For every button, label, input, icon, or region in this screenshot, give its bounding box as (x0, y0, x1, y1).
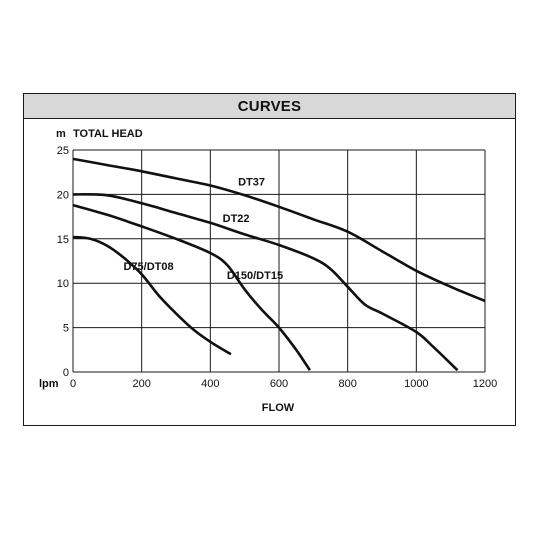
x-tick-label: 0 (70, 378, 76, 390)
chart-title: CURVES (237, 97, 302, 115)
axes: 0 5 10 15 20 25 0 200 400 600 800 1000 1200 (57, 145, 497, 390)
y-axis-unit: m (56, 128, 66, 140)
chart-header: CURVES (24, 94, 515, 119)
curve-dt22 (72, 193, 459, 372)
label-d75-dt08: D75/DT08 (123, 261, 173, 273)
curves-panel: CURVES (23, 93, 516, 426)
y-tick-label: 5 (63, 323, 69, 335)
y-tick-label: 15 (57, 234, 69, 246)
x-axis-title: FLOW (262, 402, 295, 414)
y-tick-label: 25 (57, 145, 69, 157)
y-tick-label: 10 (57, 278, 69, 290)
label-d150-dt15: D150/DT15 (227, 270, 283, 282)
label-dt37: DT37 (238, 177, 265, 189)
x-tick-label: 800 (338, 378, 356, 390)
grid-lines (72, 149, 486, 373)
y-axis-title: TOTAL HEAD (73, 128, 143, 140)
curve-dt37 (72, 157, 486, 303)
y-tick-label: 0 (63, 367, 69, 379)
x-tick-label: 600 (270, 378, 288, 390)
x-tick-label: 400 (201, 378, 219, 390)
x-tick-label: 1200 (473, 378, 497, 390)
curve-d150-dt15 (72, 203, 311, 371)
label-dt22: DT22 (223, 213, 250, 225)
y-tick-label: 20 (57, 189, 69, 201)
x-tick-label: 1000 (404, 378, 428, 390)
x-tick-label: 200 (132, 378, 150, 390)
series-labels: DT37 DT22 D150/DT15 D75/DT08 (123, 177, 283, 282)
curve-d75-dt08 (72, 235, 232, 356)
x-axis-unit: lpm (39, 378, 59, 390)
series-curves (72, 157, 486, 372)
